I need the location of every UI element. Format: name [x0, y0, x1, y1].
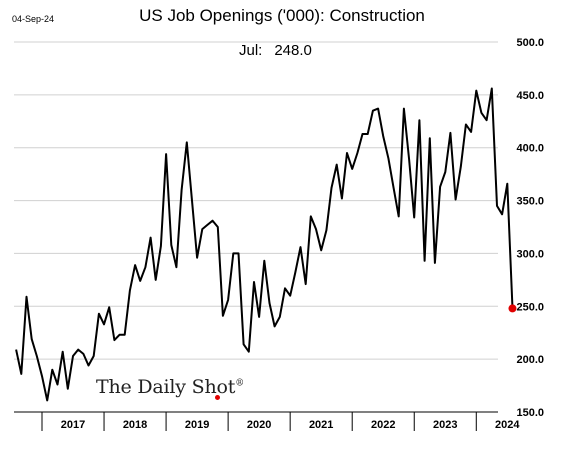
x-tick-label: 2018 [123, 419, 147, 431]
date-stamp: 04-Sep-24 [12, 14, 55, 24]
x-tick-label: 2024 [495, 419, 520, 431]
logo-mark: ® [235, 378, 245, 389]
x-tick-label: 2019 [185, 419, 209, 431]
logo-dot-icon [215, 395, 220, 400]
latest-value: 248.0 [274, 42, 312, 59]
y-tick-label: 450.0 [516, 90, 544, 102]
x-tick-label: 2020 [247, 419, 271, 431]
x-tick-label: 2023 [433, 419, 457, 431]
y-tick-label: 350.0 [516, 196, 544, 208]
latest-reading: Jul: 248.0 [239, 42, 312, 59]
logo-text: The Daily Shot [96, 376, 236, 398]
y-tick-label: 250.0 [516, 301, 544, 313]
y-tick-label: 200.0 [516, 354, 544, 366]
y-tick-label: 400.0 [516, 143, 544, 155]
series-line [15, 87, 514, 402]
x-tick-label: 2021 [309, 419, 333, 431]
y-tick-label: 150.0 [516, 407, 544, 419]
daily-shot-logo: The Daily Shot® [96, 376, 244, 398]
x-tick-label: 2017 [61, 419, 85, 431]
chart-title: US Job Openings ('000): Construction [139, 6, 425, 25]
y-tick-label: 300.0 [516, 248, 544, 260]
y-tick-label: 500.0 [516, 37, 544, 49]
last-point-marker [508, 304, 517, 313]
x-tick-label: 2022 [371, 419, 395, 431]
latest-label: Jul: [239, 42, 263, 59]
